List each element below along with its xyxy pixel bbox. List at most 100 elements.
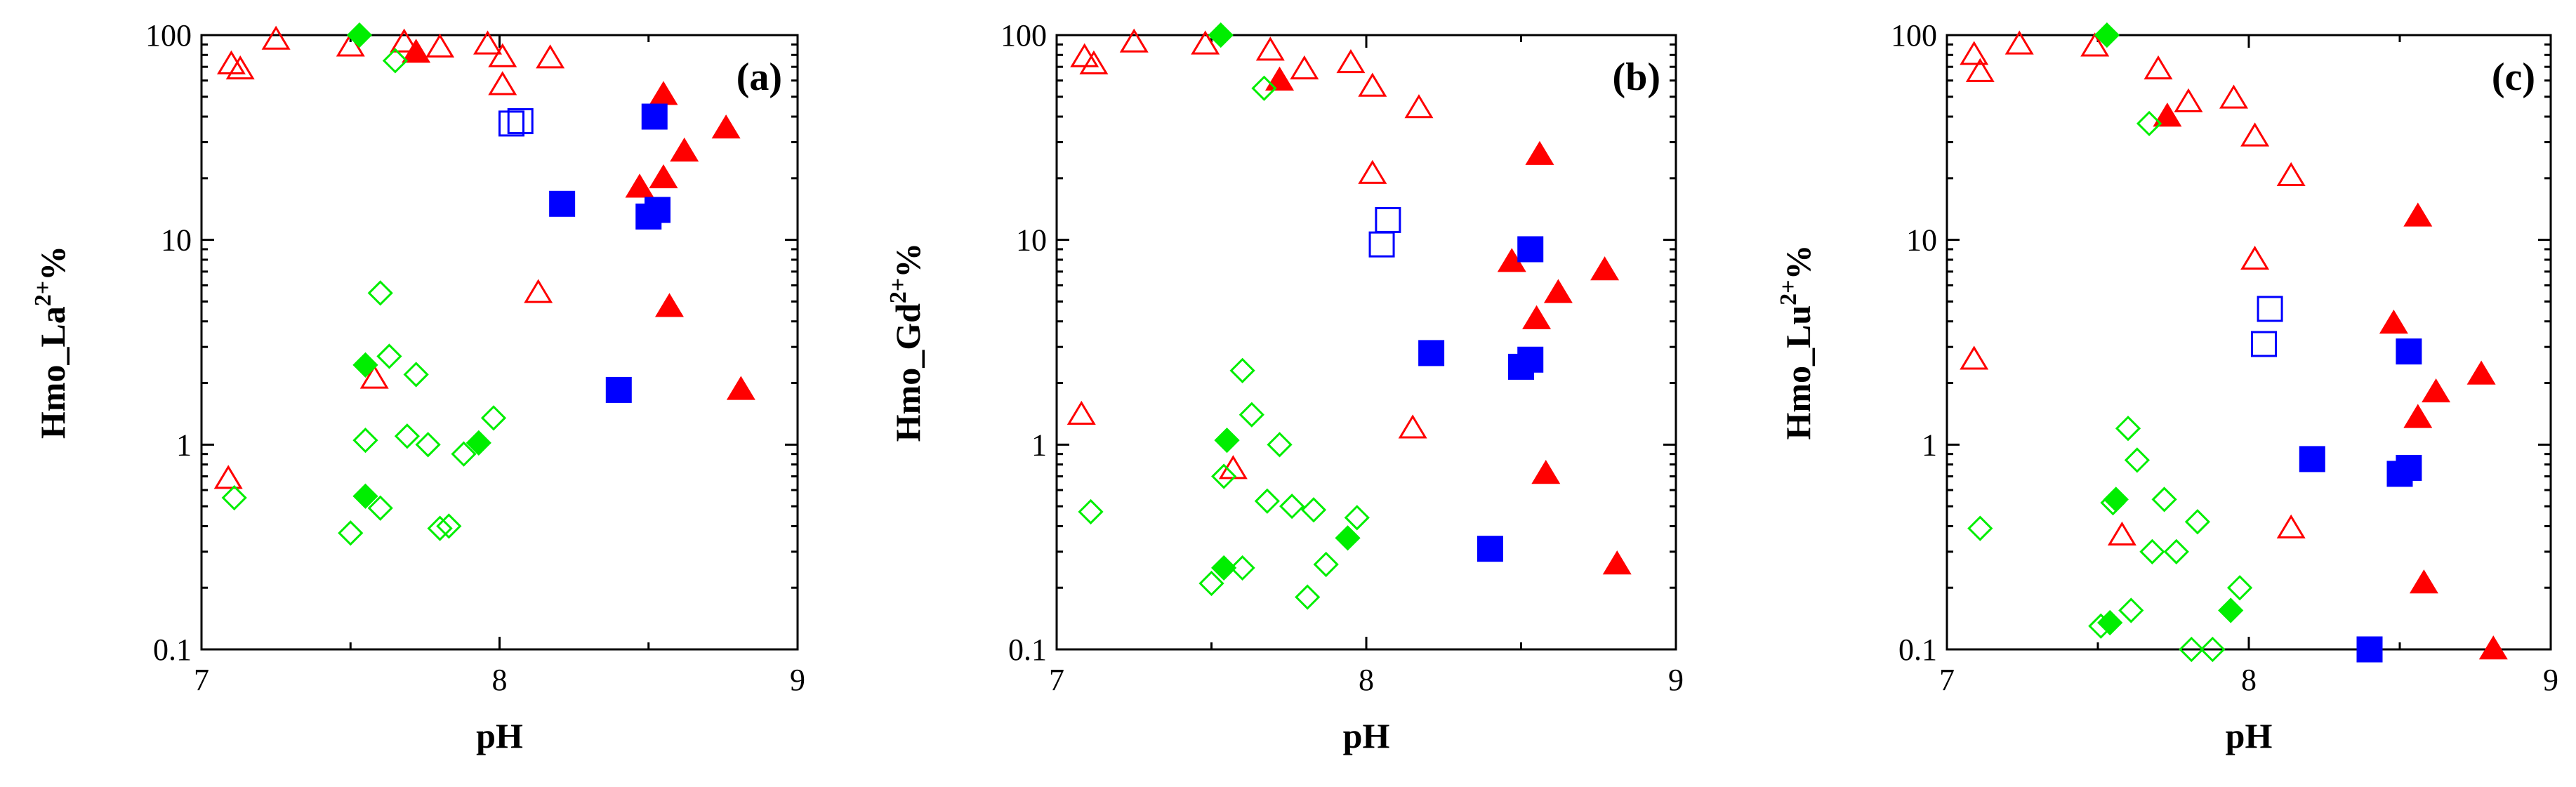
filled-green-diamond-point xyxy=(352,352,378,378)
open-red-triangle-point xyxy=(390,28,419,53)
filled-green-diamond-point xyxy=(465,430,491,456)
open-red-triangle-point xyxy=(2276,514,2306,538)
panel-2: 0.1 1 10 100 7 8 9 pH Hmo_Gd2+% (b) xyxy=(885,18,1684,755)
open-green-diamond-point xyxy=(2179,636,2205,663)
series-open-red-triangle xyxy=(1960,30,2306,545)
series-open-red-triangle xyxy=(213,25,565,489)
open-green-diamond-point xyxy=(1300,497,1327,523)
open-green-diamond-point xyxy=(1229,357,1255,383)
filled-blue-square-point xyxy=(2299,446,2325,472)
filled-red-triangle-point xyxy=(2409,569,2438,594)
filled-red-triangle-point xyxy=(1590,256,1620,281)
open-green-diamond-point xyxy=(2163,538,2189,564)
filled-red-triangle-point xyxy=(1543,279,1573,303)
open-green-diamond-point xyxy=(1078,498,1104,525)
open-red-triangle-point xyxy=(488,43,517,67)
series-open-blue-square xyxy=(498,108,534,137)
open-green-diamond-point xyxy=(1229,555,1255,581)
filled-red-triangle-point xyxy=(649,164,678,189)
y-tick-label: 0.1 xyxy=(1008,633,1047,667)
filled-green-diamond-point xyxy=(1335,525,1361,551)
open-red-triangle-point xyxy=(1070,43,1099,67)
y-tick-label: 0.1 xyxy=(1898,633,1937,667)
filled-red-triangle-point xyxy=(625,173,654,198)
y-tick-label: 10 xyxy=(1016,223,1047,258)
open-red-triangle-point xyxy=(2240,122,2270,147)
filled-green-diamond-point xyxy=(2103,487,2129,512)
filled-blue-square-point xyxy=(1477,536,1503,562)
filled-blue-square-point xyxy=(605,376,632,403)
y-tick-label: 100 xyxy=(1000,18,1047,53)
open-red-triangle-point xyxy=(473,30,503,55)
open-red-triangle-point xyxy=(1066,400,1096,425)
open-green-diamond-point xyxy=(2124,447,2151,473)
open-red-triangle-point xyxy=(2276,161,2306,186)
y-axis-title: Hmo_Lu2+% xyxy=(1776,244,1818,439)
open-red-triangle-point xyxy=(2107,521,2136,545)
open-red-triangle-point xyxy=(524,279,553,303)
open-green-diamond-point xyxy=(415,432,441,458)
filled-green-diamond-point xyxy=(2094,22,2120,48)
open-red-triangle-point xyxy=(2080,32,2110,57)
filled-blue-square-point xyxy=(1517,346,1544,373)
open-green-diamond-point xyxy=(2184,509,2211,535)
filled-green-diamond-point xyxy=(1211,555,1237,581)
filled-blue-square-point xyxy=(1517,236,1544,263)
open-green-diamond-point xyxy=(2151,487,2177,512)
open-red-triangle-point xyxy=(2219,84,2248,109)
filled-blue-square-point xyxy=(641,103,668,130)
filled-blue-square-point xyxy=(2396,338,2422,365)
filled-red-triangle-point xyxy=(2379,310,2408,334)
open-green-diamond-point xyxy=(1267,432,1293,458)
open-green-diamond-point xyxy=(1198,570,1224,597)
open-red-triangle-point xyxy=(2144,55,2173,80)
open-green-diamond-point xyxy=(1313,551,1339,578)
x-tick-label: 7 xyxy=(194,663,209,697)
open-red-triangle-point xyxy=(1191,30,1220,55)
series-open-blue-square xyxy=(2251,296,2283,357)
open-green-diamond-point xyxy=(382,48,409,74)
open-blue-square-point xyxy=(2251,331,2277,357)
open-green-diamond-point xyxy=(2118,597,2144,623)
open-green-diamond-point xyxy=(1211,463,1237,489)
filled-green-diamond-point xyxy=(1208,22,1234,48)
filled-green-diamond-point xyxy=(352,483,378,509)
series-filled-blue-square xyxy=(549,103,671,403)
series-open-green-diamond xyxy=(1078,75,1370,610)
filled-red-triangle-point xyxy=(2466,360,2496,385)
x-tick-label: 9 xyxy=(1668,663,1684,697)
open-green-diamond-point xyxy=(367,280,393,306)
y-tick-label: 0.1 xyxy=(153,633,192,667)
series-open-green-diamond xyxy=(221,48,507,546)
open-red-triangle-point xyxy=(1960,345,1989,370)
open-green-diamond-point xyxy=(1295,584,1321,610)
open-green-diamond-point xyxy=(2115,416,2141,442)
open-green-diamond-point xyxy=(2226,575,2253,601)
open-green-diamond-point xyxy=(1279,494,1305,520)
open-green-diamond-point xyxy=(1254,488,1281,514)
filled-blue-square-point xyxy=(644,197,671,223)
open-red-triangle-point xyxy=(261,25,291,50)
filled-green-diamond-point xyxy=(2097,609,2123,636)
filled-red-triangle-point xyxy=(402,39,431,63)
open-blue-square-point xyxy=(1368,231,1395,258)
x-tick-label: 8 xyxy=(1359,663,1374,697)
open-green-diamond-point xyxy=(2200,636,2226,663)
open-red-triangle-point xyxy=(425,33,455,58)
panel-label: (c) xyxy=(2492,55,2535,99)
open-blue-square-point xyxy=(498,110,524,137)
filled-red-triangle-point xyxy=(1265,66,1295,91)
y-axis-title: Hmo_La2+% xyxy=(30,246,72,439)
x-tick-label: 7 xyxy=(1049,663,1064,697)
x-tick-label: 8 xyxy=(2241,663,2257,697)
open-red-triangle-point xyxy=(1079,50,1109,74)
open-red-triangle-point xyxy=(216,50,246,74)
series-open-red-triangle xyxy=(1066,28,1434,480)
series-filled-green-diamond xyxy=(2094,22,2244,636)
open-red-triangle-point xyxy=(2004,30,2034,55)
filled-red-triangle-point xyxy=(2403,404,2433,428)
y-tick-label: 1 xyxy=(1031,428,1047,462)
series-filled-green-diamond xyxy=(346,22,491,509)
open-red-triangle-point xyxy=(536,44,565,69)
series-filled-green-diamond xyxy=(1208,22,1361,581)
